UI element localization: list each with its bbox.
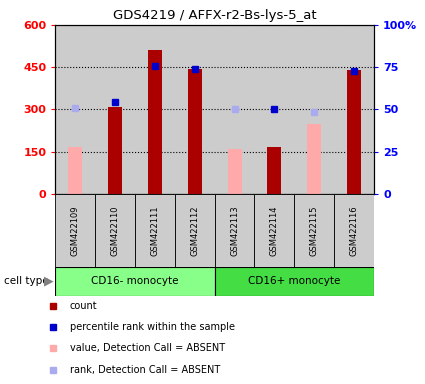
Bar bbox=[148, 50, 162, 194]
Text: ▶: ▶ bbox=[44, 275, 54, 288]
Bar bbox=[108, 107, 122, 194]
Bar bbox=[347, 70, 361, 194]
Bar bbox=[294, 194, 334, 267]
Bar bbox=[95, 25, 135, 194]
Bar bbox=[55, 194, 95, 267]
Text: GSM422111: GSM422111 bbox=[150, 205, 159, 256]
Text: GSM422109: GSM422109 bbox=[71, 205, 79, 256]
Text: GSM422114: GSM422114 bbox=[270, 205, 279, 256]
Text: cell type: cell type bbox=[4, 276, 49, 286]
Bar bbox=[227, 149, 241, 194]
Bar bbox=[175, 194, 215, 267]
Bar bbox=[215, 25, 255, 194]
Text: count: count bbox=[70, 301, 97, 311]
Text: rank, Detection Call = ABSENT: rank, Detection Call = ABSENT bbox=[70, 364, 220, 375]
Bar bbox=[215, 194, 255, 267]
Bar bbox=[334, 194, 374, 267]
Bar bbox=[55, 267, 215, 296]
Bar bbox=[175, 25, 215, 194]
Bar bbox=[135, 25, 175, 194]
Bar bbox=[307, 124, 321, 194]
Bar bbox=[255, 25, 294, 194]
Bar bbox=[267, 147, 281, 194]
Bar bbox=[215, 267, 374, 296]
Text: GSM422115: GSM422115 bbox=[310, 205, 319, 256]
Bar bbox=[68, 147, 82, 194]
Bar bbox=[294, 25, 334, 194]
Title: GDS4219 / AFFX-r2-Bs-lys-5_at: GDS4219 / AFFX-r2-Bs-lys-5_at bbox=[113, 9, 317, 22]
Bar bbox=[95, 194, 135, 267]
Bar bbox=[255, 194, 294, 267]
Text: CD16- monocyte: CD16- monocyte bbox=[91, 276, 178, 286]
Text: value, Detection Call = ABSENT: value, Detection Call = ABSENT bbox=[70, 343, 225, 354]
Text: GSM422113: GSM422113 bbox=[230, 205, 239, 256]
Bar bbox=[188, 69, 202, 194]
Bar bbox=[135, 194, 175, 267]
Bar bbox=[334, 25, 374, 194]
Text: GSM422112: GSM422112 bbox=[190, 205, 199, 256]
Text: CD16+ monocyte: CD16+ monocyte bbox=[248, 276, 340, 286]
Text: GSM422110: GSM422110 bbox=[110, 205, 119, 256]
Text: percentile rank within the sample: percentile rank within the sample bbox=[70, 322, 235, 333]
Bar bbox=[55, 25, 95, 194]
Text: GSM422116: GSM422116 bbox=[350, 205, 359, 256]
